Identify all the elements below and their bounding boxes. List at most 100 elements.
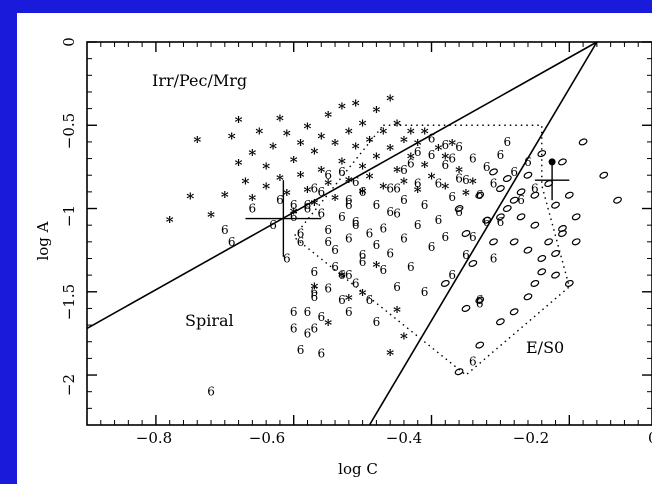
irr-pec-mrg-point: * — [324, 108, 332, 126]
irr-pec-mrg-point: * — [186, 190, 194, 208]
spiral-point: 6 — [304, 202, 312, 216]
irr-pec-mrg-point: * — [462, 186, 470, 204]
e-s0-point — [475, 191, 485, 199]
irr-pec-mrg-point: * — [366, 133, 374, 151]
irr-pec-mrg-point: * — [297, 136, 305, 154]
irr-pec-mrg-point: * — [421, 158, 429, 176]
irr-pec-mrg-point: * — [428, 170, 436, 188]
irr-pec-mrg-point: * — [421, 125, 429, 143]
spiral-point: 6 — [338, 210, 346, 224]
spiral-point: 6 — [448, 190, 456, 204]
spiral-point: 6 — [290, 305, 298, 319]
e-s0-point — [551, 201, 560, 209]
spiral-point: 6 — [428, 148, 436, 162]
e-s0-point — [544, 238, 554, 246]
irr-pec-mrg-point: * — [276, 171, 284, 189]
irr-pec-mrg-point: * — [255, 125, 263, 143]
e-s0-point — [578, 138, 588, 146]
spiral-point: 6 — [435, 213, 443, 227]
spiral-point: 6 — [407, 157, 415, 171]
e-s0-point — [564, 191, 574, 199]
irr-pec-mrg-point: * — [393, 303, 401, 321]
error-crosses — [245, 160, 570, 257]
spiral-point: 6 — [311, 285, 319, 299]
chart-frame: * * * * * * * * * * * * * * * * * * * * * * * * * * * * * * * * * * * * * * * *… — [17, 13, 652, 484]
e-s0-point — [530, 279, 540, 287]
spiral-point: 6 — [483, 160, 491, 174]
spiral-point: 6 — [441, 230, 449, 244]
e-s0-point — [599, 171, 609, 179]
spiral-point: 6 — [338, 293, 346, 307]
e-s0-point — [475, 296, 485, 304]
irr-pec-mrg-point: * — [235, 113, 243, 131]
irr-pec-mrg-point: * — [338, 100, 346, 118]
x-tick-label: −0.4 — [386, 429, 422, 447]
spiral-point: 6 — [400, 193, 408, 207]
spiral-point: 6 — [345, 231, 353, 245]
y-tick-label: 0 — [60, 37, 78, 47]
irr-pec-mrg-point: * — [331, 191, 339, 209]
irr-pec-mrg-point: * — [324, 316, 332, 334]
axis-ticks — [87, 41, 652, 425]
spiral-point: 6 — [228, 235, 236, 249]
spiral-point: 6 — [359, 248, 367, 262]
spiral-point: 6 — [352, 175, 360, 189]
spiral-point: 6 — [490, 251, 498, 265]
spiral-point: 6 — [207, 385, 215, 399]
spiral-point: 6 — [483, 215, 491, 229]
irr-pec-mrg-point: * — [352, 140, 360, 158]
irr-pec-mrg-point: * — [379, 180, 387, 198]
spiral-point: 6 — [428, 132, 436, 146]
irr-pec-mrg-point: * — [166, 213, 174, 231]
y-tick-label: −2 — [60, 374, 78, 396]
irr-pec-mrg-point: * — [207, 208, 215, 226]
e-s0-point — [502, 175, 512, 183]
x-tick-label: 0 — [648, 429, 652, 447]
irr-pec-mrg-point: * — [393, 116, 401, 134]
irr-pec-mrg-point: * — [469, 175, 477, 193]
x-tick-label: −0.2 — [513, 429, 549, 447]
spiral-point: 6 — [510, 165, 518, 179]
x-tick-label: −0.8 — [136, 429, 172, 447]
e-s0-point — [461, 229, 471, 238]
e-s0-point — [496, 213, 505, 221]
spiral-point: 6 — [345, 305, 353, 319]
spiral-point: 6 — [386, 205, 394, 219]
spiral-point: 6 — [462, 173, 470, 187]
spiral-point: 6 — [497, 148, 505, 162]
irr-pec-mrg-point: * — [317, 130, 325, 148]
spiral-point: 6 — [290, 210, 298, 224]
spiral-point: 6 — [476, 293, 484, 307]
irr-pec-mrg-point: * — [304, 183, 312, 201]
spiral-point: 6 — [400, 163, 408, 177]
spiral-point: 6 — [324, 235, 332, 249]
irr-pec-mrg-point: * — [276, 111, 284, 129]
irr-pec-mrg-point: * — [386, 141, 394, 159]
spiral-point: 6 — [531, 182, 539, 196]
e-s0-point — [489, 168, 498, 176]
spiral-point: 6 — [317, 310, 325, 324]
spiral-point: 6 — [386, 246, 394, 260]
spiral-point: 6 — [469, 152, 477, 166]
spiral-point: 6 — [393, 280, 401, 294]
spiral-point: 6 — [414, 145, 422, 159]
e-s0-point — [516, 213, 526, 221]
irr-pec-mrg-point: * — [345, 125, 353, 143]
y-tick-label: −1 — [60, 205, 78, 227]
e-s0-point — [489, 238, 498, 246]
e-s0-point — [496, 318, 505, 326]
boundary-lines — [86, 41, 598, 426]
spiral-point: 6 — [373, 198, 381, 212]
irr-pec-mrg-point: * — [221, 188, 229, 206]
e-s0-point — [537, 150, 547, 158]
irr-pec-mrg-point: * — [283, 186, 291, 204]
spiral-point: 6 — [269, 218, 277, 232]
spiral-point: 6 — [441, 138, 449, 152]
spiral-point: 6 — [373, 238, 381, 252]
irr-pec-mrg-point: * — [386, 346, 394, 364]
irr-pec-mrg-point: * — [290, 153, 298, 171]
irr-pec-mrg-point: * — [359, 116, 367, 134]
spiral-point: 6 — [331, 243, 339, 257]
spiral-point: 6 — [503, 135, 511, 149]
irr-pec-mrg-point: * — [345, 291, 353, 309]
